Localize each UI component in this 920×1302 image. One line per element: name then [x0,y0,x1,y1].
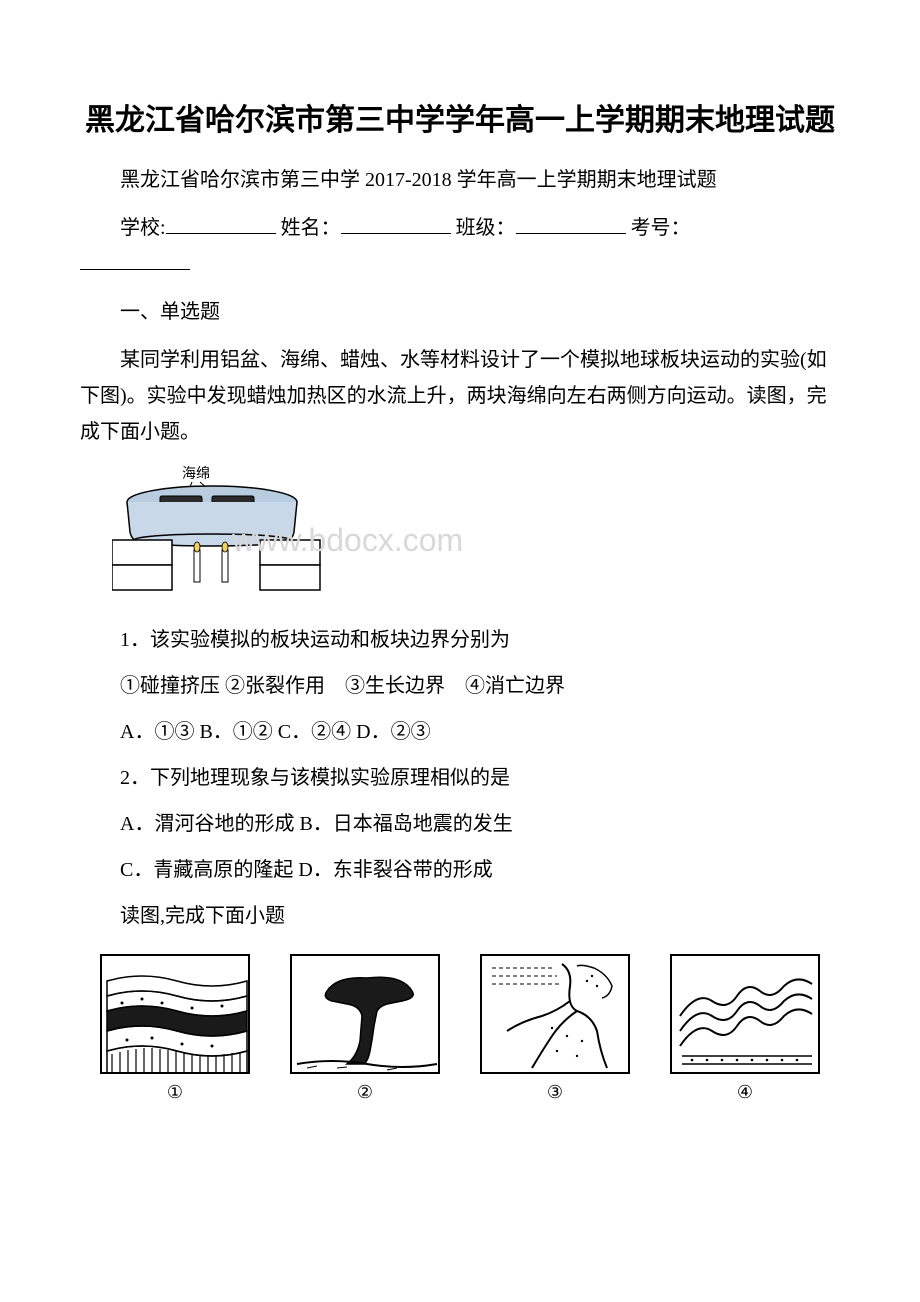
name-underline [341,210,451,234]
image-label-3: ③ [547,1082,563,1103]
question-2: 2．下列地理现象与该模拟实验原理相似的是 [80,760,840,796]
name-label: 姓名： [281,217,341,239]
image-box-2: ② [290,954,440,1103]
image-label-4: ④ [737,1082,753,1103]
school-underline [166,210,276,234]
examid-label: 考号： [631,217,691,239]
subtitle-text: 黑龙江省哈尔滨市第三中学 2017-2018 学年高一上学期期末地理试题 [80,162,840,198]
four-image-row: ① ② [100,954,820,1103]
question-3-intro: 读图,完成下面小题 [80,898,840,934]
question-2-options-1: A．渭河谷地的形成 B．日本福岛地震的发生 [80,806,840,842]
image-label-2: ② [357,1082,373,1103]
image-box-1: ① [100,954,250,1103]
school-label: 学校: [120,217,166,239]
class-label: 班级： [456,217,516,239]
image-label-1: ① [167,1082,183,1103]
form-line: 学校: 姓名： 班级： 考号： [80,210,840,282]
watermark-text: www.bdocx.com [232,522,463,559]
image-frame-3 [480,954,630,1074]
sponge-label: 海绵 [182,465,210,482]
examid-underline [80,246,190,270]
image-box-3: ③ [480,954,630,1103]
image-frame-1 [100,954,250,1074]
class-underline [516,210,626,234]
section-heading: 一、单选题 [80,294,840,330]
intro-paragraph: 某同学利用铝盆、海绵、蜡烛、水等材料设计了一个模拟地球板块运动的实验(如下图)。… [80,342,840,450]
page-title: 黑龙江省哈尔滨市第三中学学年高一上学期期末地理试题 [80,100,840,142]
question-2-options-2: C．青藏高原的隆起 D．东非裂谷带的形成 [80,852,840,888]
question-1-circled: ①碰撞挤压 ②张裂作用 ③生长边界 ④消亡边界 [80,668,840,704]
experiment-figure: 海绵 www.bdocx.com [112,462,840,612]
image-box-4: ④ [670,954,820,1103]
image-frame-4 [670,954,820,1074]
question-1-options: A．①③ B．①② C．②④ D．②③ [80,714,840,750]
image-frame-2 [290,954,440,1074]
question-1: 1．该实验模拟的板块运动和板块边界分别为 [80,622,840,658]
